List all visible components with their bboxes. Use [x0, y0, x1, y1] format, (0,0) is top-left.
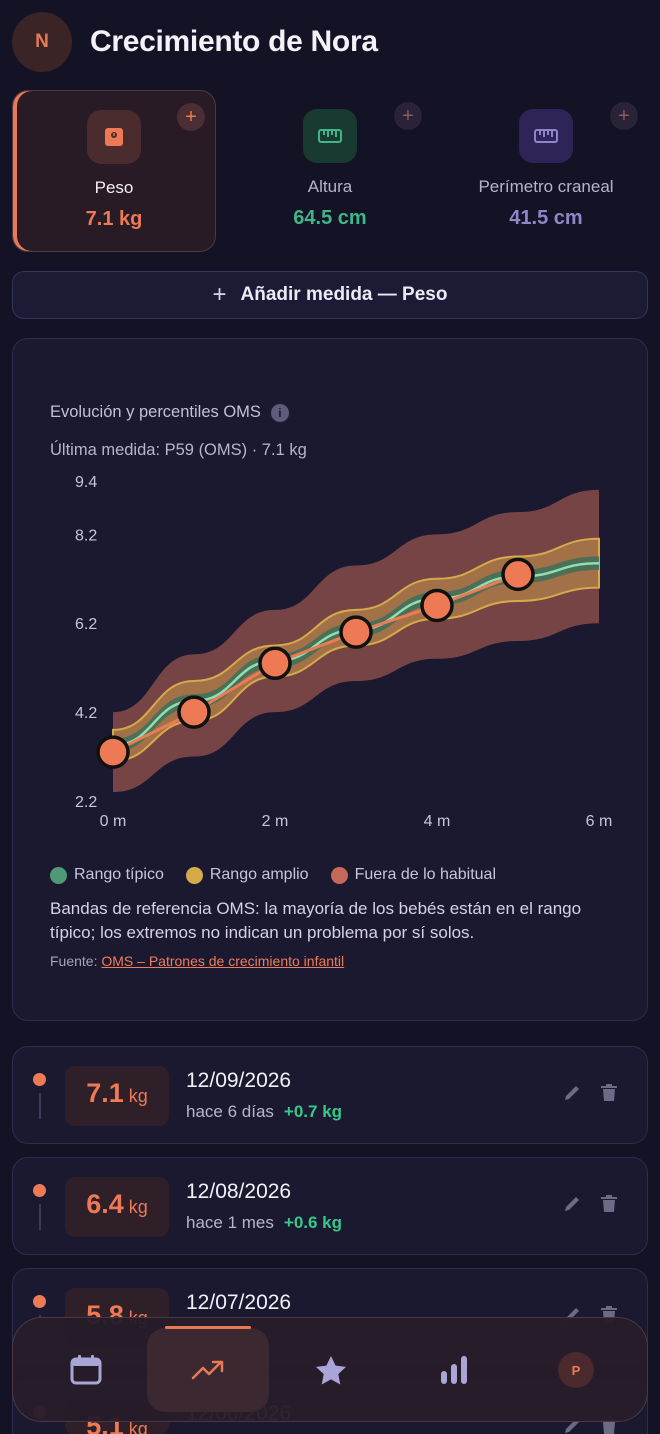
ruler-icon — [303, 109, 357, 163]
entry-date: 12/07/2026 — [186, 1291, 292, 1314]
info-icon[interactable]: i — [270, 403, 289, 422]
metric-card-weight[interactable]: + Peso 7.1 kg — [12, 90, 216, 252]
entry-date: 12/09/2026 — [186, 1069, 292, 1092]
legend-dot — [185, 866, 203, 884]
x-tick-label: 0 m — [100, 813, 127, 830]
source-line: Fuente: OMS – Patrones de crecimiento in… — [50, 953, 344, 969]
plus-icon: + — [212, 281, 227, 308]
data-point — [96, 735, 130, 769]
entry-value-box: 7.1 kg — [65, 1066, 169, 1126]
edit-icon[interactable] — [562, 1194, 582, 1214]
entry-date: 12/08/2026 — [186, 1180, 292, 1203]
growth-chart-card: Evolución y percentiles OMS i Última med… — [12, 338, 648, 1021]
profile-initial: P — [571, 1362, 581, 1378]
legend-dot — [330, 866, 348, 884]
entry-value: 6.4 — [86, 1189, 124, 1219]
nav-calendar[interactable] — [25, 1328, 147, 1412]
timeline-line — [39, 1093, 41, 1119]
legend-label: Fuera de lo habitual — [354, 866, 497, 883]
child-avatar[interactable]: N — [12, 12, 72, 72]
nav-growth[interactable] — [147, 1326, 269, 1412]
chart-legend: Rango típico Rango amplio Fuera de lo ha… — [50, 866, 496, 884]
legend-item: Rango amplio — [185, 866, 309, 884]
x-tick-label: 4 m — [424, 813, 451, 830]
source-prefix: Fuente: — [50, 953, 98, 969]
data-point — [339, 615, 373, 649]
add-measurement-button[interactable]: + Añadir medida — Peso — [12, 271, 648, 319]
entry-meta: hace 1 mes +0.6 kg — [186, 1213, 342, 1233]
data-point — [501, 557, 535, 592]
metric-value: 64.5 cm — [293, 207, 367, 229]
metric-card-head[interactable]: + Perímetro craneal 41.5 cm — [444, 90, 648, 252]
star-icon — [316, 1356, 346, 1385]
y-tick-label: 9.4 — [75, 474, 97, 491]
calendar-icon — [70, 1355, 102, 1385]
y-tick-label: 8.2 — [75, 527, 97, 544]
entry-value: 7.1 — [86, 1078, 124, 1108]
edit-icon[interactable] — [562, 1083, 582, 1103]
entry-delta: +0.6 kg — [283, 1213, 343, 1232]
metric-value: 7.1 kg — [85, 208, 143, 230]
chart-title-row: Evolución y percentiles OMS i — [50, 403, 289, 422]
ruler-icon — [519, 109, 573, 163]
metric-card-height[interactable]: + Altura 64.5 cm — [228, 90, 432, 252]
trending-up-icon — [191, 1360, 224, 1380]
source-link[interactable]: OMS – Patrones de crecimiento infantil — [101, 953, 345, 969]
add-head-plus-icon[interactable]: + — [610, 102, 638, 130]
band-typical — [113, 556, 599, 753]
trash-icon[interactable] — [600, 1083, 618, 1103]
entry-meta: hace 6 días +0.7 kg — [186, 1102, 342, 1122]
metric-value: 41.5 cm — [509, 207, 583, 229]
entry-relative: hace 6 días — [186, 1102, 274, 1121]
entry-value-box: 6.4 kg — [65, 1177, 169, 1237]
timeline-line — [39, 1204, 41, 1230]
trash-icon[interactable] — [600, 1194, 618, 1214]
data-point — [177, 695, 211, 729]
page-title: Crecimiento de Nora — [90, 25, 378, 58]
add-height-plus-icon[interactable]: + — [394, 102, 422, 130]
data-point — [420, 588, 454, 623]
avatar-initial: N — [35, 31, 49, 52]
nav-profile[interactable]: P — [515, 1328, 637, 1412]
entry-delta: +0.7 kg — [283, 1102, 343, 1121]
metric-label: Perímetro craneal — [478, 177, 614, 196]
weight-scale-icon — [87, 110, 141, 164]
y-tick-label: 2.2 — [75, 794, 97, 811]
data-point — [258, 646, 292, 680]
timeline-dot — [33, 1184, 46, 1197]
add-weight-plus-icon[interactable]: + — [177, 103, 205, 131]
timeline-dot — [33, 1073, 46, 1086]
edit-icon[interactable] — [562, 1416, 582, 1434]
nav-stats[interactable] — [393, 1328, 515, 1412]
add-measurement-label: Añadir medida — Peso — [240, 284, 448, 305]
bar-chart-icon — [441, 1356, 467, 1384]
bottom-nav: P — [12, 1317, 648, 1422]
x-tick-label: 6 m — [586, 813, 613, 830]
legend-item: Fuera de lo habitual — [330, 866, 497, 884]
metric-label: Peso — [94, 178, 134, 197]
timeline-dot — [33, 1295, 46, 1308]
app-header: N Crecimiento de Nora — [12, 12, 378, 72]
chart-subtitle: Última medida: P59 (OMS) · 7.1 kg — [50, 441, 307, 459]
measurement-entry[interactable]: 6.4 kg 12/08/2026 hace 1 mes +0.6 kg — [12, 1157, 648, 1255]
profile-avatar: P — [558, 1352, 594, 1388]
chart-title: Evolución y percentiles OMS — [50, 403, 261, 421]
measurement-entry[interactable]: 7.1 kg 12/09/2026 hace 6 días +0.7 kg — [12, 1046, 648, 1144]
entry-relative: hace 1 mes — [186, 1213, 274, 1232]
entry-unit: kg — [128, 1086, 148, 1106]
legend-dot — [50, 866, 67, 884]
y-tick-label: 4.2 — [75, 705, 97, 722]
metric-cards: + Peso 7.1 kg + Altura 64.5 cm + Perímet… — [12, 90, 648, 252]
entry-unit: kg — [128, 1419, 148, 1434]
nav-favorites[interactable] — [270, 1328, 392, 1412]
growth-chart: 9.4 8.2 6.2 4.2 2.20 m 2 m 4 m 6 m — [75, 474, 613, 830]
y-tick-label: 6.2 — [75, 616, 97, 633]
x-tick-label: 2 m — [262, 813, 289, 830]
legend-item: Rango típico — [50, 866, 164, 884]
entry-unit: kg — [128, 1197, 148, 1217]
reference-note: Bandas de referencia OMS: la mayoría de … — [50, 899, 582, 942]
metric-label: Altura — [307, 177, 353, 196]
legend-label: Rango amplio — [209, 866, 309, 883]
legend-label: Rango típico — [74, 866, 164, 883]
